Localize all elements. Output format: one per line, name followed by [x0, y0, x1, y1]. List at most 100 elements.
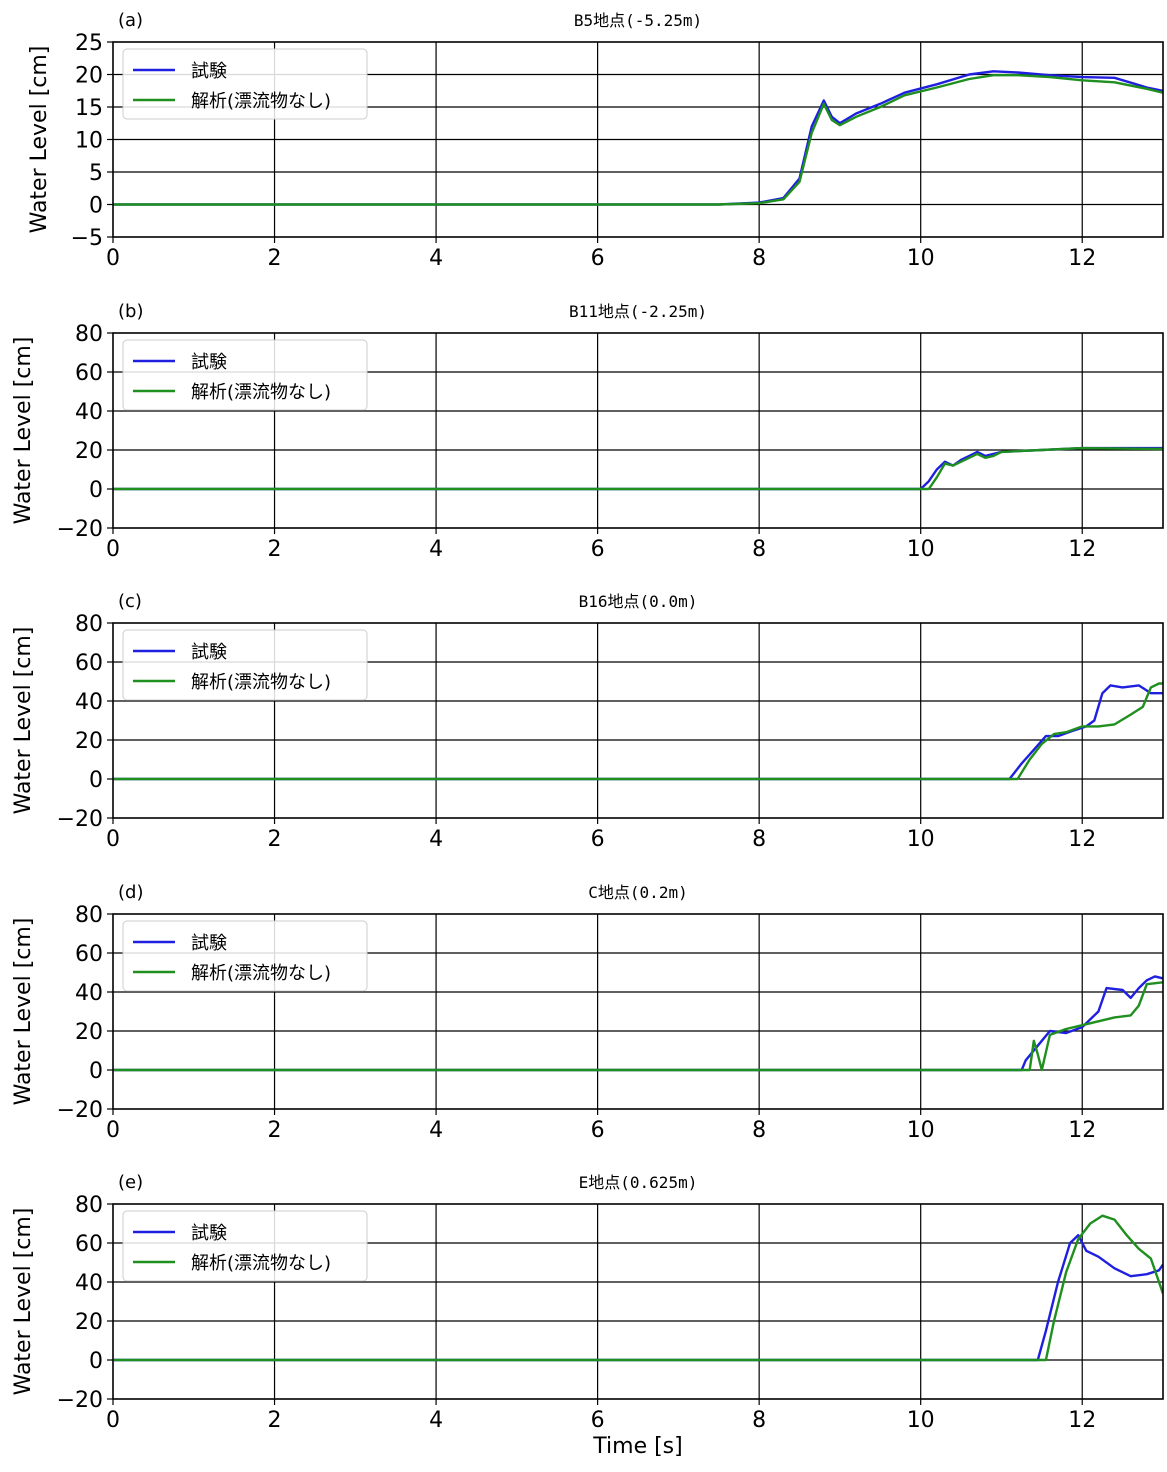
- x-tick-label: 2: [268, 537, 282, 562]
- y-tick-label: −20: [57, 1388, 103, 1413]
- x-tick-label: 12: [1068, 1408, 1096, 1433]
- y-tick-label: −20: [57, 517, 103, 542]
- chart-title: B16地点(0.0m): [579, 592, 698, 611]
- x-tick-label: 10: [907, 1408, 935, 1433]
- y-axis-label: Water Level [cm]: [11, 1208, 36, 1396]
- y-tick-label: 80: [75, 322, 103, 347]
- y-tick-label: 20: [75, 1020, 103, 1045]
- x-tick-label: 8: [752, 246, 766, 271]
- x-tick-label: 12: [1068, 827, 1096, 852]
- series-line-experiment: [113, 446, 1163, 491]
- y-tick-label: 20: [75, 64, 103, 89]
- chart-title: C地点(0.2m): [588, 883, 687, 902]
- x-tick-label: 2: [268, 1408, 282, 1433]
- series-line-analysis: [113, 1214, 1163, 1362]
- y-tick-label: 80: [75, 612, 103, 637]
- x-tick-label: 4: [429, 246, 443, 271]
- x-tick-label: 0: [106, 827, 120, 852]
- y-tick-label: 0: [89, 194, 103, 219]
- y-axis-label: Water Level [cm]: [11, 337, 36, 525]
- x-tick-label: 10: [907, 246, 935, 271]
- x-tick-label: 12: [1068, 246, 1096, 271]
- x-tick-label: 2: [268, 827, 282, 852]
- legend-entry: 試験: [191, 642, 227, 663]
- x-tick-label: 12: [1068, 1118, 1096, 1143]
- legend-entry: 試験: [191, 61, 227, 82]
- chart-title: B11地点(-2.25m): [569, 302, 707, 321]
- legend-entry: 試験: [191, 1223, 227, 1244]
- chart-title: B5地点(-5.25m): [574, 11, 702, 30]
- plot-frame: [112, 622, 1164, 819]
- y-tick-label: 40: [75, 400, 103, 425]
- legend-entry: 解析(漂流物なし): [191, 1253, 331, 1274]
- chart-title: E地点(0.625m): [579, 1173, 698, 1192]
- series-line-experiment: [113, 70, 1163, 206]
- x-tick-label: 6: [591, 1408, 605, 1433]
- y-tick-label: 40: [75, 981, 103, 1006]
- panel-label: (a): [118, 10, 143, 31]
- y-tick-label: −20: [57, 1098, 103, 1123]
- x-tick-label: 0: [106, 537, 120, 562]
- series-line-analysis: [113, 981, 1163, 1072]
- y-tick-label: 0: [89, 1059, 103, 1084]
- x-tick-label: 10: [907, 1118, 935, 1143]
- panel-label: (e): [118, 1172, 143, 1193]
- x-tick-label: 4: [429, 1408, 443, 1433]
- y-tick-label: 40: [75, 690, 103, 715]
- y-axis-label: Water Level [cm]: [11, 918, 36, 1106]
- x-tick-label: 0: [106, 1118, 120, 1143]
- legend-entry: 試験: [191, 933, 227, 954]
- y-tick-label: 10: [75, 129, 103, 154]
- series-line-analysis: [113, 73, 1163, 206]
- y-tick-label: 40: [75, 1271, 103, 1296]
- y-tick-label: 80: [75, 903, 103, 928]
- y-tick-label: 5: [89, 161, 103, 186]
- y-tick-label: 15: [75, 96, 103, 121]
- panel-label: (c): [118, 591, 142, 612]
- y-tick-label: 80: [75, 1193, 103, 1218]
- y-tick-label: 60: [75, 361, 103, 386]
- series-line-analysis: [113, 446, 1163, 491]
- x-tick-label: 6: [591, 827, 605, 852]
- legend-entry: 解析(漂流物なし): [191, 963, 331, 984]
- x-tick-label: 8: [752, 827, 766, 852]
- legend-entry: 解析(漂流物なし): [191, 382, 331, 403]
- y-tick-label: 25: [75, 31, 103, 56]
- x-tick-label: 6: [591, 1118, 605, 1143]
- y-tick-label: 60: [75, 942, 103, 967]
- x-tick-label: 2: [268, 246, 282, 271]
- legend-box: [122, 1210, 368, 1282]
- plot-frame: [112, 913, 1164, 1110]
- x-tick-label: 12: [1068, 537, 1096, 562]
- x-axis-label: Time [s]: [592, 1434, 682, 1459]
- x-tick-label: 2: [268, 1118, 282, 1143]
- legend-box: [122, 629, 368, 701]
- legend-entry: 解析(漂流物なし): [191, 672, 331, 693]
- x-tick-label: 8: [752, 1118, 766, 1143]
- y-tick-label: 0: [89, 1349, 103, 1374]
- legend-box: [122, 48, 368, 120]
- y-tick-label: −5: [71, 226, 103, 251]
- x-tick-label: 10: [907, 827, 935, 852]
- x-tick-label: 0: [106, 1408, 120, 1433]
- legend-box: [122, 339, 368, 411]
- y-tick-label: 20: [75, 439, 103, 464]
- y-axis-label: Water Level [cm]: [11, 627, 36, 815]
- x-tick-label: 6: [591, 537, 605, 562]
- x-tick-label: 4: [429, 827, 443, 852]
- series-line-analysis: [113, 682, 1163, 781]
- y-tick-label: 0: [89, 768, 103, 793]
- plot-frame: [112, 332, 1164, 529]
- panel-label: (d): [118, 882, 143, 903]
- panel-label: (b): [118, 301, 143, 322]
- y-tick-label: 60: [75, 1232, 103, 1257]
